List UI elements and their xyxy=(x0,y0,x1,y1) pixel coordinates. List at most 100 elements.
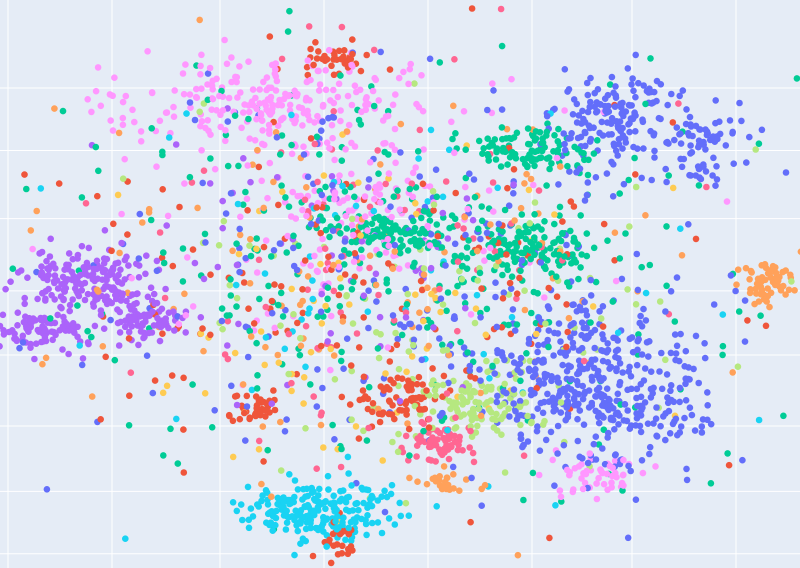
scatter-point-series-2 xyxy=(498,124,506,131)
scatter-point-series-0 xyxy=(564,410,572,418)
scatter-point-series-0 xyxy=(211,407,218,414)
scatter-point-series-3 xyxy=(620,471,627,479)
scatter-point-series-0 xyxy=(647,127,654,135)
scatter-point-series-5 xyxy=(262,406,269,414)
scatter-point-series-2 xyxy=(253,339,260,347)
scatter-point-series-0 xyxy=(583,79,591,87)
scatter-point-series-3 xyxy=(553,154,561,162)
scatter-point-series-2 xyxy=(592,278,600,286)
scatter-point-series-1 xyxy=(69,255,77,263)
scatter-point-series-3 xyxy=(131,118,138,126)
scatter-point-series-9 xyxy=(472,305,480,313)
scatter-point-series-1 xyxy=(206,180,214,187)
scatter-point-series-7 xyxy=(678,252,686,259)
scatter-point-series-0 xyxy=(574,402,581,409)
scatter-point-series-5 xyxy=(471,375,479,382)
scatter-point-series-3 xyxy=(561,107,568,114)
scatter-point-series-0 xyxy=(692,172,700,179)
scatter-point-series-2 xyxy=(444,289,452,296)
scatter-point-series-6 xyxy=(451,432,458,440)
scatter-point-series-2 xyxy=(452,130,459,137)
scatter-point-series-5 xyxy=(339,542,346,550)
scatter-point-series-8 xyxy=(632,183,640,191)
scatter-point-series-0 xyxy=(517,435,525,443)
scatter-point-series-0 xyxy=(695,379,702,387)
scatter-point-series-8 xyxy=(467,391,474,398)
scatter-point-series-1 xyxy=(224,342,231,349)
scatter-point-series-1 xyxy=(101,227,109,234)
scatter-point-series-2 xyxy=(341,261,348,268)
scatter-point-series-4 xyxy=(292,507,300,514)
scatter-point-series-7 xyxy=(734,266,742,274)
scatter-point-series-5 xyxy=(207,331,214,339)
scatter-point-series-9 xyxy=(159,389,167,397)
scatter-point-series-3 xyxy=(345,207,353,214)
scatter-point-series-3 xyxy=(337,117,344,125)
scatter-point-series-0 xyxy=(722,142,730,149)
scatter-point-series-1 xyxy=(19,332,27,340)
scatter-point-series-0 xyxy=(640,377,648,384)
scatter-point-series-7 xyxy=(456,487,463,495)
scatter-point-series-2 xyxy=(561,253,568,260)
scatter-point-series-6 xyxy=(285,330,293,338)
scatter-point-series-6 xyxy=(467,427,474,435)
scatter-point-series-0 xyxy=(468,474,475,482)
scatter-point-series-4 xyxy=(345,524,353,532)
scatter-point-series-2 xyxy=(619,487,626,494)
scatter-point-series-5 xyxy=(389,402,396,409)
scatter-point-series-4 xyxy=(405,512,413,519)
scatter-point-series-0 xyxy=(641,365,649,372)
scatter-point-series-1 xyxy=(140,334,147,342)
scatter-point-series-1 xyxy=(44,265,51,272)
scatter-point-series-1 xyxy=(318,290,326,298)
scatter-point-series-1 xyxy=(233,261,241,269)
scatter-point-series-0 xyxy=(537,259,545,266)
scatter-point-series-5 xyxy=(377,383,385,390)
scatter-point-series-0 xyxy=(605,102,612,110)
scatter-point-series-3 xyxy=(233,73,241,81)
scatter-point-series-0 xyxy=(569,111,577,118)
scatter-point-series-2 xyxy=(419,240,426,247)
scatter-point-series-0 xyxy=(449,463,457,471)
scatter-point-series-3 xyxy=(246,135,253,142)
scatter-point-series-4 xyxy=(388,481,396,489)
scatter-point-series-0 xyxy=(671,331,679,338)
scatter-point-series-9 xyxy=(317,260,324,268)
scatter-point-series-2 xyxy=(337,72,344,79)
scatter-point-series-9 xyxy=(385,175,392,182)
scatter-point-series-8 xyxy=(527,419,535,427)
scatter-point-series-3 xyxy=(175,320,183,328)
scatter-point-series-0 xyxy=(645,353,652,360)
scatter-point-series-7 xyxy=(797,248,800,255)
scatter-point-series-4 xyxy=(264,501,272,508)
scatter-point-series-7 xyxy=(229,247,236,255)
scatter-point-series-2 xyxy=(111,356,119,364)
scatter-point-series-8 xyxy=(196,108,203,116)
scatter-point-series-3 xyxy=(274,122,282,129)
scatter-point-series-3 xyxy=(335,263,343,271)
scatter-point-series-0 xyxy=(676,131,683,138)
scatter-point-series-8 xyxy=(492,416,500,424)
scatter-point-series-6 xyxy=(425,456,433,464)
scatter-point-series-2 xyxy=(160,452,167,459)
scatter-point-series-3 xyxy=(304,57,312,64)
scatter-point-series-9 xyxy=(437,308,444,316)
scatter-point-series-5 xyxy=(189,246,197,253)
scatter-point-series-5 xyxy=(294,319,301,327)
scatter-point-series-2 xyxy=(544,257,551,264)
scatter-point-series-2 xyxy=(276,151,284,158)
scatter-point-series-4 xyxy=(299,513,306,521)
scatter-point-series-7 xyxy=(260,204,268,212)
scatter-point-series-0 xyxy=(687,142,694,149)
scatter-point-series-2 xyxy=(247,252,255,260)
scatter-point-series-3 xyxy=(409,169,417,177)
scatter-point-series-1 xyxy=(22,313,29,321)
scatter-point-series-6 xyxy=(408,180,416,187)
scatter-point-series-2 xyxy=(253,385,261,392)
scatter-point-series-0 xyxy=(573,119,581,126)
scatter-point-series-0 xyxy=(673,342,681,350)
scatter-point-series-4 xyxy=(333,526,341,533)
scatter-point-series-4 xyxy=(307,524,315,532)
scatter-point-series-5 xyxy=(330,71,338,79)
scatter-point-series-0 xyxy=(574,437,582,445)
